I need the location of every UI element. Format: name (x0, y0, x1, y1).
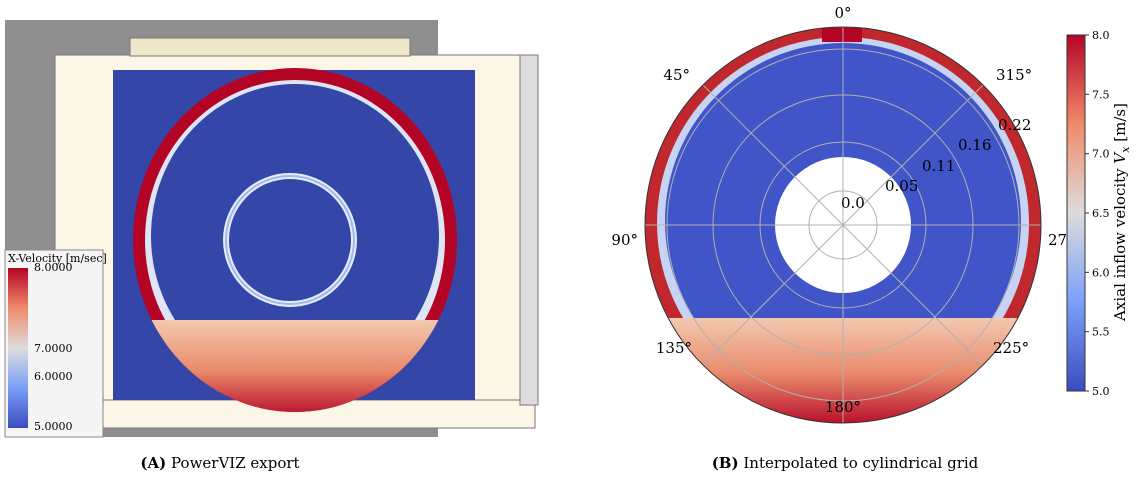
angle-label: 135° (656, 339, 692, 357)
pipe (520, 55, 538, 405)
colorbar-tick: 5.5 (1092, 326, 1110, 339)
colorbar-tick: 8.0 (1092, 29, 1110, 42)
angle-label: 0° (834, 4, 851, 22)
angle-label: 45° (663, 66, 690, 84)
caption-text: Interpolated to cylindrical grid (743, 454, 978, 472)
caption-text: PowerVIZ export (171, 454, 300, 472)
angle-label: 90° (611, 231, 638, 249)
radial-label: 0.16 (958, 136, 991, 154)
colorbar-tick: 5.0000 (34, 420, 73, 433)
colorbar-tick: 7.0 (1092, 148, 1110, 161)
frame-top (130, 38, 410, 56)
radial-label: 0.0 (841, 194, 865, 212)
angle-label: 180° (825, 398, 861, 416)
colorbar-a: X-Velocity [m/sec] 8.0000 7.0000 6.0000 … (5, 250, 107, 437)
polar-grid (645, 27, 1041, 423)
angle-label: 225° (993, 339, 1029, 357)
colorbar-tick: 6.5 (1092, 207, 1110, 220)
panel-a: X-Velocity [m/sec] 8.0000 7.0000 6.0000 … (5, 20, 538, 472)
colorbar-label: Axial inflow velocity Vx [m/s] (1111, 103, 1132, 322)
caption: (A) PowerVIZ export (140, 454, 299, 472)
top-spot (272, 70, 312, 78)
colorbar-tick: 6.0000 (34, 370, 73, 383)
radial-label: 0.11 (922, 157, 955, 175)
colorbar-tick: 6.0 (1092, 266, 1110, 279)
caption-label: (A) (140, 454, 166, 472)
colorbar-tick: 5.0 (1092, 385, 1110, 398)
panel-b: 0° 45° 315° 90° 270° 135° 225° 180° 0.0 … (611, 4, 1132, 472)
label-part: Axial inflow velocity (1111, 164, 1129, 322)
colorbar-tick: 7.0000 (34, 342, 73, 355)
radial-label: 0.22 (998, 116, 1031, 134)
angle-label: 315° (996, 66, 1032, 84)
radial-label: 0.05 (885, 177, 918, 195)
caption: (B) Interpolated to cylindrical grid (712, 454, 979, 472)
colorbar-tick: 8.0000 (34, 261, 73, 274)
colorbar (1067, 35, 1085, 391)
figure: X-Velocity [m/sec] 8.0000 7.0000 6.0000 … (0, 0, 1137, 479)
top-spot (822, 28, 862, 42)
label-part: [m/s] (1111, 103, 1129, 146)
colorbar-b: 8.0 7.5 7.0 6.5 6.0 5.5 5.0 Axial inflow veloc… (1067, 29, 1132, 398)
colorbar-ticks: 8.0 7.5 7.0 6.5 6.0 5.5 5.0 (1085, 29, 1110, 398)
colorbar (8, 268, 28, 428)
caption-label: (B) (712, 454, 739, 472)
colorbar-tick: 7.5 (1092, 88, 1110, 101)
